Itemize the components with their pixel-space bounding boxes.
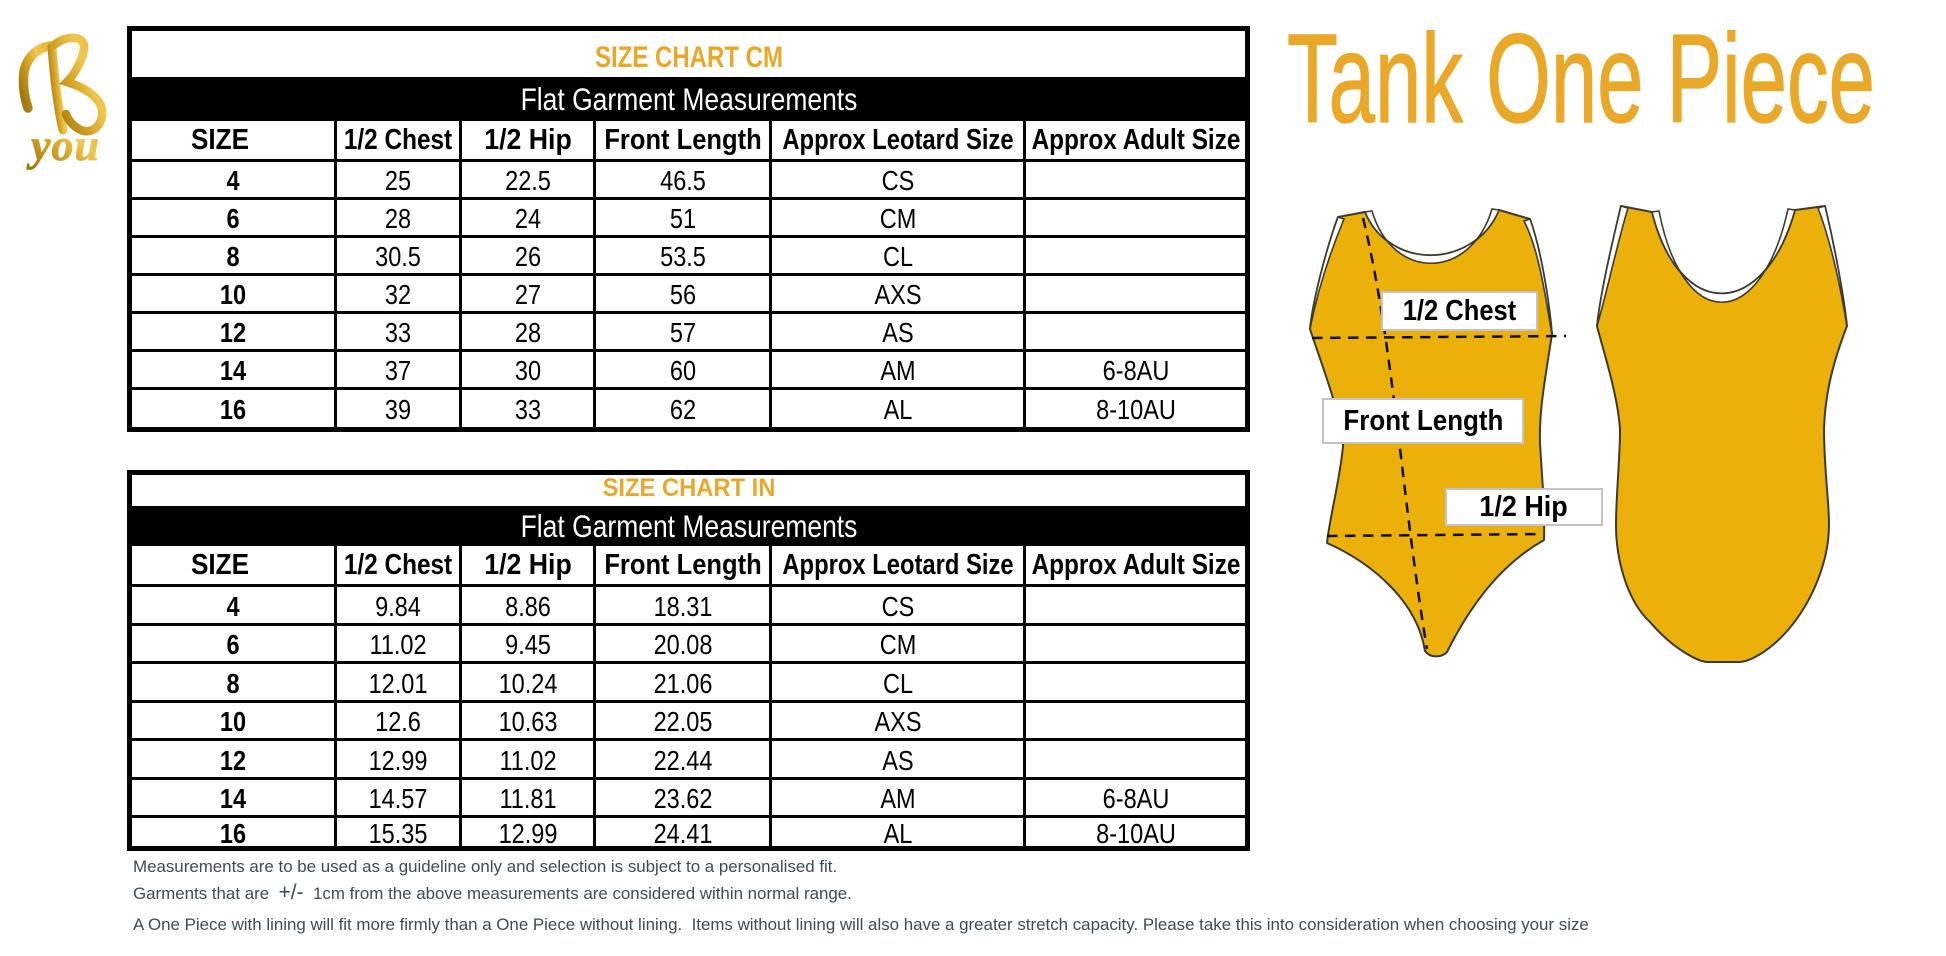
svg-text:you: you: [26, 121, 100, 170]
